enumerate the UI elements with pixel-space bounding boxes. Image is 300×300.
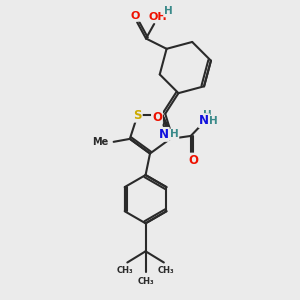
Text: OH: OH — [148, 12, 167, 22]
Text: N: N — [159, 128, 169, 141]
Text: H: H — [209, 116, 218, 126]
Text: S: S — [133, 109, 142, 122]
Text: H: H — [170, 129, 178, 140]
Text: Me: Me — [92, 137, 108, 147]
Text: H: H — [164, 6, 173, 16]
Text: CH₃: CH₃ — [158, 266, 175, 275]
Text: N: N — [199, 114, 209, 127]
Text: O: O — [131, 11, 140, 21]
Text: CH₃: CH₃ — [137, 277, 154, 286]
Text: CH₃: CH₃ — [117, 266, 133, 275]
Text: O: O — [189, 154, 199, 166]
Text: H: H — [203, 110, 212, 120]
Text: O: O — [152, 111, 162, 124]
